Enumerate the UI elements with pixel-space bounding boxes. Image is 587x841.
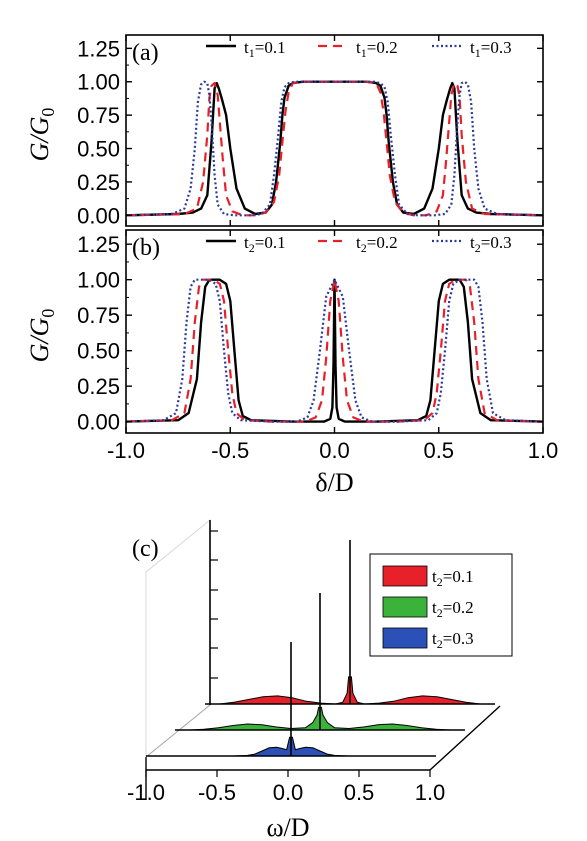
legend-label: t1=0.2 (356, 38, 398, 60)
y-tick-label: 1.00 (77, 268, 120, 293)
legend-label: t1=0.3 (470, 38, 512, 60)
legend-swatch (382, 596, 428, 618)
legend-label-main: t (432, 567, 437, 586)
legend-label: t2=0.1 (432, 567, 474, 589)
y-axis-label-main: G/G (25, 116, 54, 161)
legend-label-main: t (244, 233, 249, 252)
y-axis-label: G/G0 (25, 108, 58, 162)
legend-label: t2=0.2 (356, 233, 398, 255)
legend-label: t2=0.3 (432, 629, 474, 651)
legend-label-main: t (244, 38, 249, 57)
x-axis-label: ω/D (266, 813, 309, 841)
panel-a: 0.000.250.500.751.001.25G/G0(a) t1=0.1 t1=… (25, 34, 544, 228)
legend-label-sub: 2 (437, 637, 443, 651)
legend-label-rest: =0.2 (367, 233, 398, 252)
x-tick-label: 1.0 (528, 438, 559, 463)
legend-label-main: t (356, 38, 361, 57)
legend-label-rest: =0.3 (481, 38, 512, 57)
legend-label-rest: =0.2 (443, 598, 474, 617)
x-tick-label: 0.0 (319, 438, 350, 463)
panel-c: -1.0 -0.5 0.0 0.5 1.0ω/D(c)t2=0.1t2=0.2t2=0.… (127, 518, 513, 841)
series-line-3 (125, 278, 544, 423)
y-tick-label: 0.75 (77, 303, 120, 328)
y-tick-label: 0.50 (77, 339, 120, 364)
legend-label-sub: 2 (361, 241, 367, 255)
x-tick-label: -0.5 (198, 780, 236, 805)
legend-label-rest: =0.1 (255, 233, 286, 252)
legend-label: t2=0.2 (432, 598, 474, 620)
panel-label: (a) (132, 40, 159, 66)
x-axis-label: δ/D (315, 468, 353, 497)
y-tick-label: 0.25 (77, 374, 120, 399)
x-tick-label: 1.0 (415, 780, 446, 805)
series-line-2 (125, 80, 544, 217)
x-tick-label: 0.5 (423, 438, 454, 463)
y-tick-label: 1.25 (77, 36, 120, 61)
legend-label-main: t (470, 38, 475, 57)
legend-label-sub: 2 (437, 575, 443, 589)
y-tick-label: 0.50 (77, 137, 120, 162)
x-tick-label: -1.0 (107, 438, 145, 463)
axis-right-edge (429, 705, 501, 771)
legend-label-rest: =0.3 (443, 629, 474, 648)
y-tick-label: 0.25 (77, 170, 120, 195)
legend-label-sub: 1 (475, 46, 481, 60)
legend-label-main: t (432, 629, 437, 648)
series-line-3 (125, 80, 544, 217)
panel-b: 0.000.250.500.751.001.25-1.0 -0.5 0.0 0.5 1.… (25, 229, 559, 497)
legend-label: t2=0.1 (244, 233, 286, 255)
y-axis-label-sub: 0 (38, 309, 58, 318)
legend-label-sub: 1 (249, 46, 255, 60)
panel-label: (b) (132, 235, 160, 261)
x-tick-label: 0.5 (344, 780, 375, 805)
legend-swatch (382, 565, 428, 587)
y-tick-label: 0.00 (77, 203, 120, 228)
panel-label: (c) (132, 536, 159, 562)
y-tick-label: 0.75 (77, 103, 120, 128)
legend-label-rest: =0.3 (481, 233, 512, 252)
legend-label-main: t (432, 598, 437, 617)
legend-label: t1=0.1 (244, 38, 286, 60)
x-tick-label: 0.0 (273, 780, 304, 805)
legend-label-rest: =0.2 (367, 38, 398, 57)
axis-depth-edge (145, 704, 211, 758)
series-line-1 (125, 278, 544, 423)
legend-label-rest: =0.1 (255, 38, 286, 57)
y-axis-label: G/G0 (25, 309, 58, 363)
legend-swatch (382, 627, 428, 649)
legend-label-main: t (470, 233, 475, 252)
y-tick-label: 1.25 (77, 232, 120, 257)
legend-label-sub: 2 (437, 606, 443, 620)
legend-label-sub: 2 (249, 241, 255, 255)
legend-label-main: t (356, 233, 361, 252)
legend-label-rest: =0.1 (443, 567, 474, 586)
y-tick-label: 0.00 (77, 410, 120, 435)
legend-label: t2=0.3 (470, 233, 512, 255)
x-tick-label: -1.0 (127, 780, 165, 805)
legend-label-sub: 2 (475, 241, 481, 255)
x-tick-label: -0.5 (211, 438, 249, 463)
y-axis-label-main: G/G (25, 317, 54, 362)
legend-label-sub: 1 (361, 46, 367, 60)
y-axis-label-sub: 0 (38, 108, 58, 117)
y-tick-label: 1.00 (77, 70, 120, 95)
